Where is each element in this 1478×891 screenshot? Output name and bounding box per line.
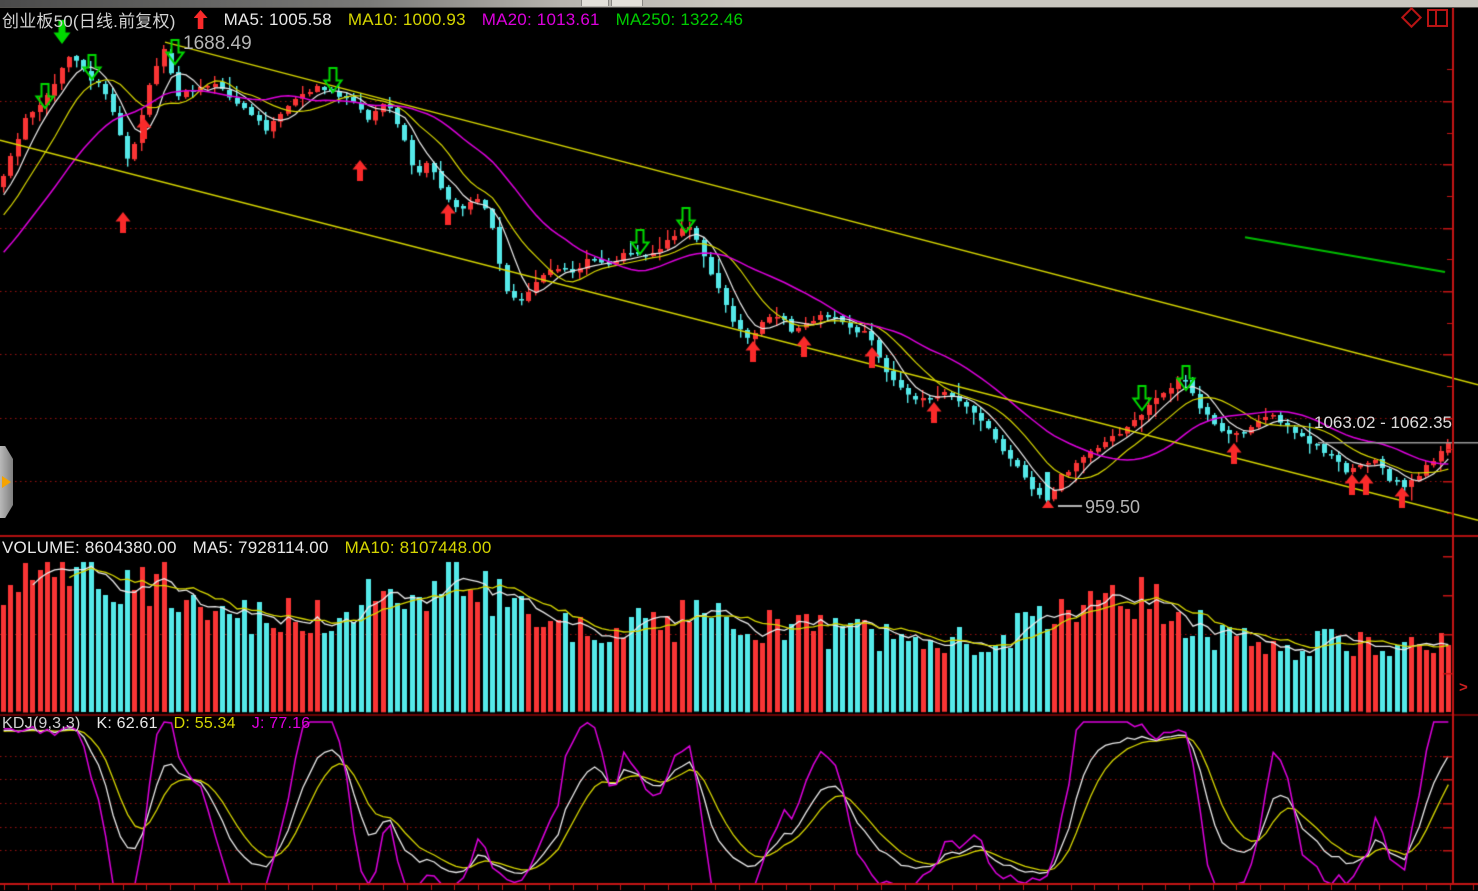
volume-value: VOLUME: 8604380.00	[2, 538, 177, 557]
toolbar-button[interactable]	[611, 0, 643, 6]
kdj-j-value: J: 77.16	[251, 715, 311, 732]
split-window-icon[interactable]	[1427, 9, 1448, 27]
ma250-value: MA250: 1322.46	[615, 9, 744, 29]
high-price-label: 1688.49	[183, 33, 252, 54]
last-price-label: 1063.02 - 1062.35	[1313, 413, 1452, 432]
ma20-value: MA20: 1013.61	[481, 9, 600, 29]
kdj-d-value: D: 55.34	[173, 715, 236, 732]
toolbar-button[interactable]	[581, 0, 609, 6]
toolbar-bottom-edge	[0, 0, 1478, 8]
volume-header: VOLUME: 8604380.00 MA5: 7928114.00 MA10:…	[2, 538, 508, 558]
buy-signal-arrow-icon	[193, 10, 208, 29]
panel-slide-handle[interactable]	[0, 446, 13, 518]
kdj-header: KDJ(9,3,3) K: 62.61 D: 55.34 J: 77.16	[2, 715, 326, 733]
split-window-divider	[1435, 11, 1437, 25]
ma10-value: MA10: 1000.93	[347, 9, 466, 29]
kdj-k-value: K: 62.61	[96, 715, 158, 732]
volume-panel-expand-icon[interactable]: >	[1459, 679, 1468, 696]
low-price-label: 959.50	[1085, 497, 1141, 517]
kdj-title: KDJ(9,3,3)	[2, 715, 81, 732]
instrument-title: 创业板50(日线.前复权)	[2, 12, 176, 31]
kline-header: 创业板50(日线.前复权) MA5: 1005.58 MA10: 1000.93…	[2, 7, 759, 32]
expand-right-icon	[2, 476, 11, 488]
volume-ma5-value: MA5: 7928114.00	[192, 538, 329, 557]
volume-ma10-value: MA10: 8107448.00	[344, 538, 492, 557]
ma5-value: MA5: 1005.58	[223, 9, 332, 29]
